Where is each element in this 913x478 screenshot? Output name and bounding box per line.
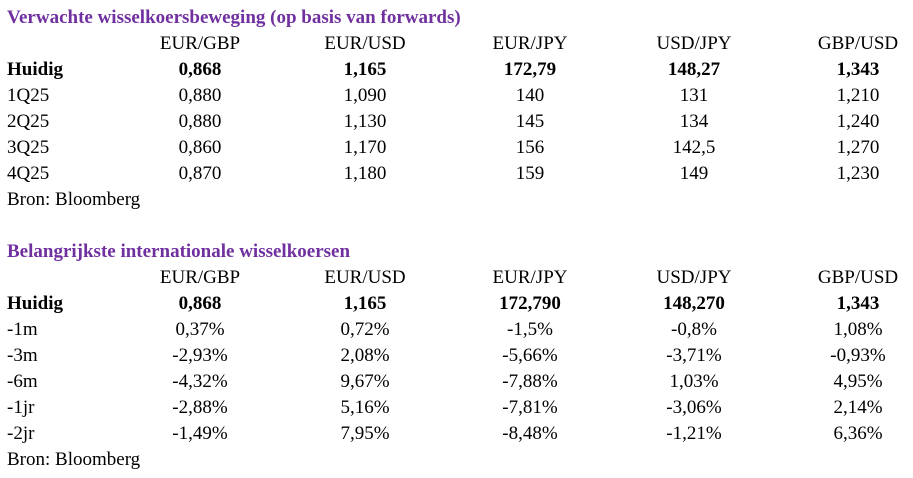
table-cell: -7,81%: [502, 397, 558, 418]
table-cell: 1,165: [343, 59, 387, 80]
table-cell: 1,270: [836, 137, 880, 158]
table-cell: -1,5%: [507, 319, 553, 340]
source-note: Bron: Bloomberg: [7, 189, 141, 210]
table-cell: -4,32%: [172, 371, 228, 392]
table-cell: 2,14%: [833, 397, 883, 418]
table-cell: 1,240: [836, 111, 880, 132]
table-cell: -7,88%: [502, 371, 558, 392]
column-header: EUR/USD: [324, 267, 406, 288]
table-cell: 1,343: [836, 59, 880, 80]
table-cell: 1,165: [343, 293, 387, 314]
table-cell: -5,66%: [502, 345, 558, 366]
table-cell: 5,16%: [340, 397, 390, 418]
table-cell: 1,130: [343, 111, 387, 132]
column-header: USD/JPY: [656, 267, 732, 288]
row-label: 3Q25: [7, 137, 50, 158]
table-cell: 1,180: [343, 163, 387, 184]
column-header: GBP/USD: [817, 267, 899, 288]
table-cell: -2,93%: [172, 345, 228, 366]
table-cell: 0,868: [178, 59, 222, 80]
column-header: EUR/JPY: [492, 33, 568, 54]
table-cell: 140: [515, 85, 545, 106]
table-cell: 1,170: [343, 137, 387, 158]
table-cell: 148,27: [667, 59, 721, 80]
section-title: Verwachte wisselkoersbeweging (op basis …: [7, 7, 461, 28]
table-cell: 131: [679, 85, 709, 106]
table-cell: -0,93%: [830, 345, 886, 366]
row-label: 1Q25: [7, 85, 50, 106]
row-label: -3m: [7, 345, 38, 366]
table-cell: 0,72%: [340, 319, 390, 340]
table-cell: 1,210: [836, 85, 880, 106]
row-label: -2jr: [7, 423, 35, 444]
table-cell: 1,343: [836, 293, 880, 314]
table-cell: 172,79: [503, 59, 557, 80]
table-cell: 0,870: [178, 163, 222, 184]
table-cell: 1,230: [836, 163, 880, 184]
row-label: Huidig: [7, 293, 63, 314]
table-cell: 0,37%: [175, 319, 225, 340]
table-cell: 9,67%: [340, 371, 390, 392]
row-label: -1m: [7, 319, 38, 340]
table-cell: 1,03%: [669, 371, 719, 392]
table-cell: -3,06%: [666, 397, 722, 418]
table-cell: 142,5: [672, 137, 716, 158]
table-cell: 1,08%: [833, 319, 883, 340]
table-cell: -8,48%: [502, 423, 558, 444]
column-header: USD/JPY: [656, 33, 732, 54]
table-cell: 159: [515, 163, 545, 184]
section-title: Belangrijkste internationale wisselkoers…: [7, 241, 351, 262]
row-label: Huidig: [7, 59, 63, 80]
table-cell: 156: [515, 137, 545, 158]
table-cell: -2,88%: [172, 397, 228, 418]
table-cell: 7,95%: [340, 423, 390, 444]
table-cell: 0,860: [178, 137, 222, 158]
column-header: GBP/USD: [817, 33, 899, 54]
table-cell: 6,36%: [833, 423, 883, 444]
table-cell: -3,71%: [666, 345, 722, 366]
table-cell: -0,8%: [671, 319, 717, 340]
row-label: -6m: [7, 371, 38, 392]
table-cell: 145: [515, 111, 545, 132]
table-cell: 148,270: [663, 293, 725, 314]
table-cell: 0,880: [178, 85, 222, 106]
table-cell: 172,790: [499, 293, 561, 314]
row-label: -1jr: [7, 397, 35, 418]
column-header: EUR/JPY: [492, 267, 568, 288]
row-label: 2Q25: [7, 111, 50, 132]
table-cell: 149: [679, 163, 709, 184]
column-header: EUR/USD: [324, 33, 406, 54]
column-header: EUR/GBP: [159, 33, 241, 54]
table-cell: -1,49%: [172, 423, 228, 444]
table-cell: 2,08%: [340, 345, 390, 366]
column-header: EUR/GBP: [159, 267, 241, 288]
table-cell: 1,090: [343, 85, 387, 106]
table-cell: 4,95%: [833, 371, 883, 392]
source-note: Bron: Bloomberg: [7, 449, 141, 470]
row-label: 4Q25: [7, 163, 50, 184]
table-cell: -1,21%: [666, 423, 722, 444]
table-cell: 0,880: [178, 111, 222, 132]
table-cell: 0,868: [178, 293, 222, 314]
table-cell: 134: [679, 111, 709, 132]
